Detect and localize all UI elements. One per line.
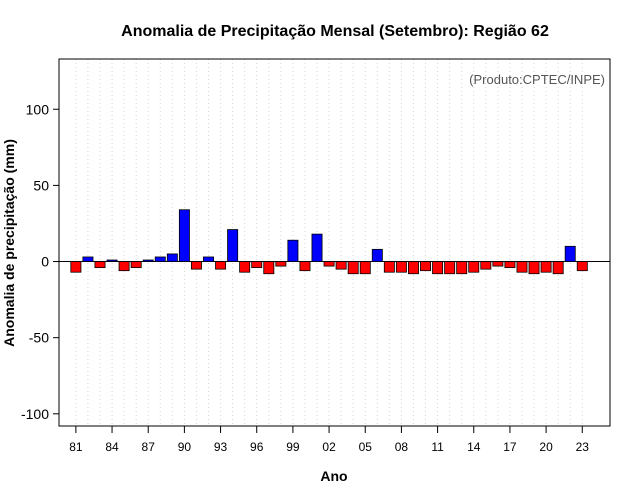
x-tick-label: 05 (359, 440, 373, 454)
bar-1986 (130, 261, 142, 269)
bar-1983 (94, 261, 106, 269)
bar-1991 (190, 261, 202, 270)
bar-1997 (263, 261, 275, 275)
x-tick-label: 93 (214, 440, 228, 454)
chart-title: Anomalia de Precipitação Mensal (Setembr… (121, 23, 549, 40)
bar-2010 (420, 261, 432, 272)
x-tick-label: 11 (431, 440, 444, 454)
bar-2002 (323, 261, 335, 267)
x-tick-label: 99 (286, 440, 300, 454)
bar-2004 (347, 261, 359, 275)
y-tick-label: 0 (41, 254, 49, 270)
x-tick-label: 84 (105, 440, 119, 454)
bar-1982 (82, 256, 94, 262)
bar-2022 (564, 245, 576, 262)
bar-1992 (203, 256, 214, 262)
bar-1987 (142, 259, 154, 262)
bar-1989 (166, 253, 178, 262)
x-tick-label: 81 (69, 440, 83, 454)
bar-2007 (383, 261, 395, 273)
bar-2008 (395, 261, 407, 273)
bar-2016 (492, 261, 504, 267)
bar-2012 (444, 261, 456, 275)
bar-2003 (335, 261, 347, 270)
y-tick-label: -50 (29, 330, 49, 346)
bar-2005 (359, 261, 371, 275)
y-tick-label: 100 (26, 101, 50, 117)
bar-1993 (215, 261, 227, 270)
x-tick-label: 23 (576, 440, 590, 454)
y-tick-label: -100 (21, 406, 49, 422)
bar-2011 (432, 261, 444, 275)
x-tick-label: 02 (322, 440, 336, 454)
grid (75, 59, 583, 426)
source-annotation: (Produto:CPTEC/INPE) (469, 72, 605, 87)
bar-2006 (371, 248, 383, 262)
bar-2001 (311, 233, 323, 262)
y-axis-label: Anomalia de precipitação (mm) (1, 139, 17, 347)
bar-1981 (70, 261, 82, 273)
bar-2013 (456, 261, 468, 275)
bar-1994 (227, 229, 239, 262)
bar-2018 (516, 261, 528, 273)
x-tick-label: 08 (395, 440, 409, 454)
bar-2020 (540, 261, 552, 273)
bar-1990 (178, 209, 190, 262)
x-tick-label: 20 (539, 440, 553, 454)
y-axis: -100 -50 0 50 100 (21, 101, 59, 422)
x-axis-label: Ano (320, 468, 347, 484)
bar-2009 (408, 261, 419, 275)
bar-2023 (576, 261, 588, 272)
bar-2015 (480, 261, 492, 270)
bar-1996 (251, 261, 263, 269)
x-tick-label: 96 (250, 440, 264, 454)
bars (70, 209, 588, 275)
bar-2014 (468, 261, 480, 273)
bar-1984 (106, 259, 118, 262)
y-tick-label: 50 (33, 177, 49, 193)
bar-2019 (528, 261, 540, 275)
x-tick-label: 14 (467, 440, 481, 454)
bar-1998 (275, 261, 287, 267)
bar-1999 (287, 239, 299, 262)
plot-frame (58, 58, 611, 427)
bar-1985 (118, 261, 130, 272)
x-tick-label: 87 (142, 440, 156, 454)
x-tick-label: 90 (178, 440, 192, 454)
bar-2021 (552, 261, 564, 275)
x-tick-label: 17 (503, 440, 517, 454)
bar-1988 (154, 256, 166, 262)
bar-2017 (504, 261, 516, 269)
bar-2000 (299, 261, 311, 272)
bar-1995 (239, 261, 251, 273)
x-axis: 81 84 87 90 93 96 99 02 05 08 11 14 17 20 23 (69, 426, 589, 454)
